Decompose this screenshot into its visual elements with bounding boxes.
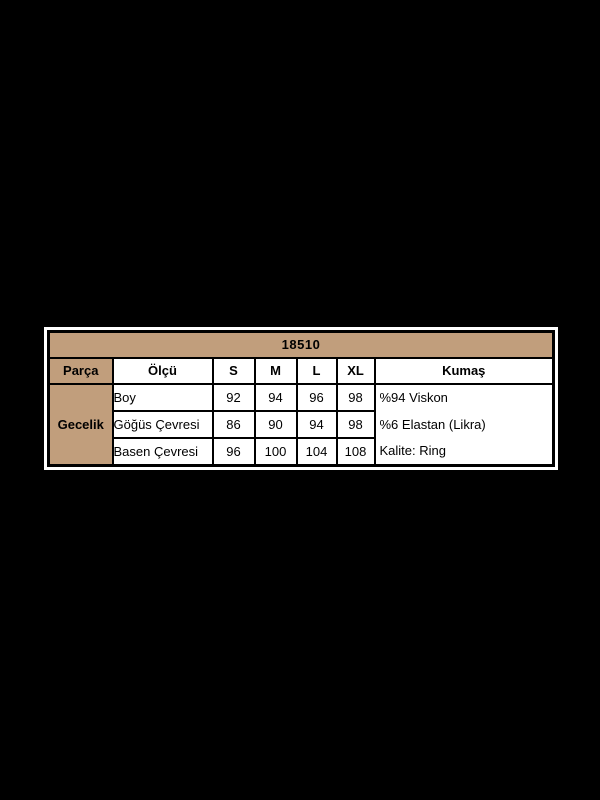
fabric-line-elastane: %6 Elastan (Likra) [379,416,486,432]
column-header-size-xl: XL [335,356,376,385]
size-chart-table: 18510 Parça Ölçü S M L XL Kumaş Gecelik … [47,330,555,467]
column-header-part: Parça [47,356,114,385]
product-code: 18510 [47,330,555,359]
value-cell: 100 [253,436,298,467]
value-cell: 94 [253,382,298,412]
column-header-measure: Ölçü [111,356,214,385]
value-cell: 108 [335,436,376,467]
fabric-info-cell: %94 Viskon %6 Elastan (Likra) Kalite: Ri… [373,382,555,467]
size-chart-frame: 18510 Parça Ölçü S M L XL Kumaş Gecelik … [44,327,558,470]
value-cell: 90 [253,409,298,439]
value-cell: 92 [211,382,256,412]
measure-label: Göğüs Çevresi [111,409,214,439]
column-header-size-s: S [211,356,256,385]
table-row-header: Parça Ölçü S M L XL Kumaş [47,356,555,385]
table-row: Gecelik Boy 92 94 96 98 %94 Viskon %6 El… [47,382,555,467]
fabric-line-quality: Kalite: Ring [379,443,446,459]
value-cell: 98 [335,409,376,439]
fabric-line-viscose: %94 Viskon [379,390,448,406]
column-header-size-l: L [295,356,338,385]
value-cell: 96 [295,382,338,412]
value-cell: 86 [211,409,256,439]
value-cell: 104 [295,436,338,467]
table-row: Basen Çevresi 96 100 104 108 [49,436,554,467]
column-header-fabric: Kumaş [373,356,555,385]
value-cell: 98 [335,382,376,412]
part-label-cell: Gecelik [47,382,114,467]
value-cell: 94 [295,409,338,439]
table-row-title: 18510 [47,330,555,359]
column-header-size-m: M [253,356,298,385]
table-row: Göğüs Çevresi 86 90 94 98 [49,409,554,439]
measure-label: Basen Çevresi [111,436,214,467]
value-cell: 96 [211,436,256,467]
fabric-info-lines: %94 Viskon %6 Elastan (Likra) Kalite: Ri… [377,386,552,464]
measure-label: Boy [111,382,214,412]
